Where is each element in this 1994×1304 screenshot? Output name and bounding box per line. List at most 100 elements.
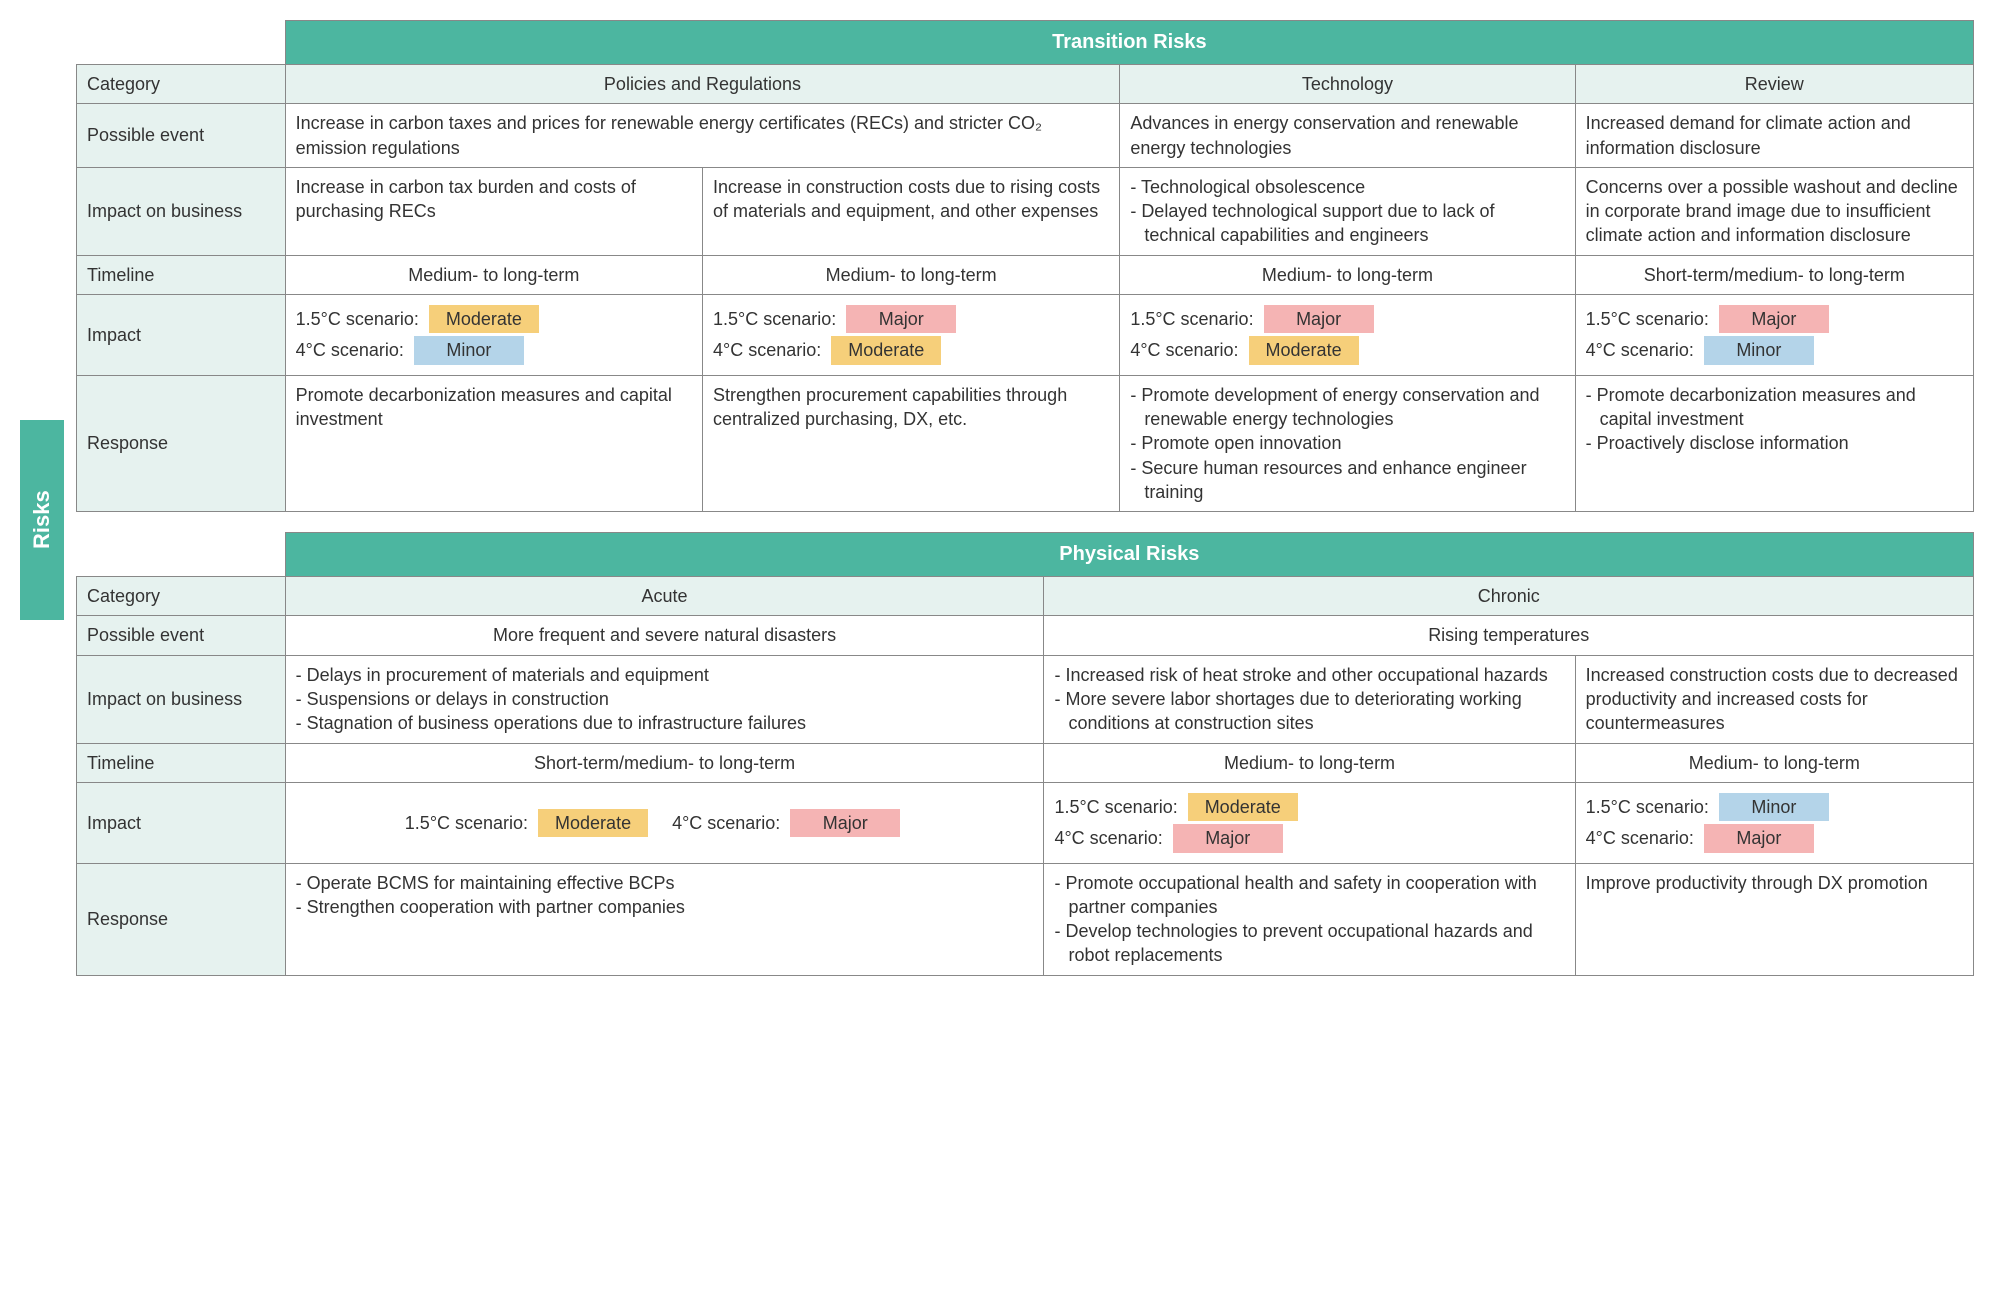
impact-badge-moderate: Moderate [538,809,648,837]
cell: Short-term/medium- to long-term [1575,255,1973,294]
risks-side-label: Risks [20,420,64,620]
impact-badge-moderate: Moderate [1188,793,1298,821]
impact-badge-moderate: Moderate [831,336,941,364]
cell: 1.5°C scenario:Major 4°C scenario:Moderat… [1120,295,1575,376]
row-label-category: Category [77,65,286,104]
scenario-label: 1.5°C scenario: [1586,795,1709,819]
scenario-label: 4°C scenario: [1586,826,1694,850]
impact-line: 1.5°C scenario:Minor [1586,793,1963,821]
scenario-label: 1.5°C scenario: [296,307,419,331]
row-label-possible-event: Possible event [77,104,286,168]
table-row: Category Acute Chronic [77,577,1974,616]
list-item: Increased risk of heat stroke and other … [1054,663,1564,687]
transition-risks-table: Transition Risks Category Policies and R… [76,20,1974,512]
cell: 1.5°C scenario:Minor 4°C scenario: Major [1575,782,1973,863]
table-row: Impact 1.5°C scenario:Moderate4°C scenar… [77,295,1974,376]
cell: Delays in procurement of materials and e… [285,655,1044,743]
cat-acute: Acute [285,577,1044,616]
cell: Promote development of energy conservati… [1120,375,1575,511]
cell: Promote decarbonization measures and cap… [285,375,702,511]
list-item: Promote occupational health and safety i… [1054,871,1564,920]
table-row: Impact on business Increase in carbon ta… [77,167,1974,255]
cell: 1.5°C scenario:Moderate4°C scenario:Mino… [285,295,702,376]
impact-line: 4°C scenario:Moderate [1130,336,1564,364]
list: Increased risk of heat stroke and other … [1054,663,1564,736]
table-row: Possible event More frequent and severe … [77,616,1974,655]
impact-badge-major: Major [1719,305,1829,333]
row-label-response: Response [77,375,286,511]
list-item: More severe labor shortages due to deter… [1054,687,1564,736]
cell: Concerns over a possible washout and dec… [1575,167,1973,255]
cell: More frequent and severe natural disaste… [285,616,1044,655]
cell: 1.5°C scenario: Major 4°C scenario: Minor [1575,295,1973,376]
row-label-impact-business: Impact on business [77,655,286,743]
cat-chronic: Chronic [1044,577,1974,616]
scenario-label: 1.5°C scenario: [713,307,836,331]
table-row: Category Policies and Regulations Techno… [77,65,1974,104]
impact-badge-major: Major [846,305,956,333]
cell: Advances in energy conservation and rene… [1120,104,1575,168]
scenario-label: 1.5°C scenario: [1586,307,1709,331]
cell: Increase in carbon taxes and prices for … [285,104,1120,168]
list: Promote development of energy conservati… [1130,383,1564,504]
list-item: Proactively disclose information [1586,431,1963,455]
impact-badge-minor: Minor [1704,336,1814,364]
scenario-label: 4°C scenario: [296,338,404,362]
list: Technological obsolescenceDelayed techno… [1130,175,1564,248]
impact-line: 4°C scenario:Major [1054,824,1564,852]
list-item: Promote decarbonization measures and cap… [1586,383,1963,432]
impact-line: 1.5°C scenario: Moderate [405,809,648,837]
impact-badge-major: Major [1704,824,1814,852]
physical-header: Physical Risks [285,533,1973,577]
impact-line: 4°C scenario:Major [672,809,900,837]
impact-line: 4°C scenario: Minor [1586,336,1963,364]
scenario-label: 4°C scenario: [672,811,780,835]
cell: 1.5°C scenario: Major 4°C scenario: Moderat… [702,295,1119,376]
list: Promote decarbonization measures and cap… [1586,383,1963,456]
cat-policies: Policies and Regulations [285,65,1120,104]
cell: Rising temperatures [1044,616,1974,655]
cell: Improve productivity through DX promotio… [1575,863,1973,975]
scenario-label: 4°C scenario: [1586,338,1694,362]
transition-header: Transition Risks [285,21,1973,65]
row-label-impact-business: Impact on business [77,167,286,255]
cat-technology: Technology [1120,65,1575,104]
cell: 1.5°C scenario: Moderate 4°C scenario:Majo… [285,782,1044,863]
cell: 1.5°C scenario:Moderate4°C scenario:Majo… [1044,782,1575,863]
list-item: Suspensions or delays in construction [296,687,1034,711]
table-row: Timeline Short-term/medium- to long-term… [77,743,1974,782]
row-label-timeline: Timeline [77,743,286,782]
table-row: Possible event Increase in carbon taxes … [77,104,1974,168]
row-label-response: Response [77,863,286,975]
cell: Medium- to long-term [1120,255,1575,294]
impact-line: 1.5°C scenario: Major [1586,305,1963,333]
table-row: Timeline Medium- to long-term Medium- to… [77,255,1974,294]
cell: Short-term/medium- to long-term [285,743,1044,782]
impact-line: 1.5°C scenario:Major [1130,305,1564,333]
cell: Increased demand for climate action and … [1575,104,1973,168]
list-item: Strengthen cooperation with partner comp… [296,895,1034,919]
tables-container: Transition Risks Category Policies and R… [64,20,1974,996]
scenario-label: 1.5°C scenario: [405,811,528,835]
row-label-impact: Impact [77,782,286,863]
cell: Promote occupational health and safety i… [1044,863,1575,975]
cell: Promote decarbonization measures and cap… [1575,375,1973,511]
scenario-label: 4°C scenario: [713,338,821,362]
cell: Increased construction costs due to decr… [1575,655,1973,743]
list-item: Stagnation of business operations due to… [296,711,1034,735]
table-row: Transition Risks [77,21,1974,65]
scenario-label: 4°C scenario: [1054,826,1162,850]
impact-line: 1.5°C scenario:Moderate [296,305,692,333]
impact-badge-major: Major [1264,305,1374,333]
impact-badge-moderate: Moderate [1249,336,1359,364]
cell: Increase in carbon tax burden and costs … [285,167,702,255]
cell: Medium- to long-term [285,255,702,294]
row-label-impact: Impact [77,295,286,376]
cell: Operate BCMS for maintaining effective B… [285,863,1044,975]
table-row: Impact 1.5°C scenario: Moderate 4°C scenar… [77,782,1974,863]
cell: Increased risk of heat stroke and other … [1044,655,1575,743]
cell: Strengthen procurement capabilities thro… [702,375,1119,511]
risks-layout: Risks Transition Risks Category Policies… [20,20,1974,996]
cat-review: Review [1575,65,1973,104]
list: Delays in procurement of materials and e… [296,663,1034,736]
